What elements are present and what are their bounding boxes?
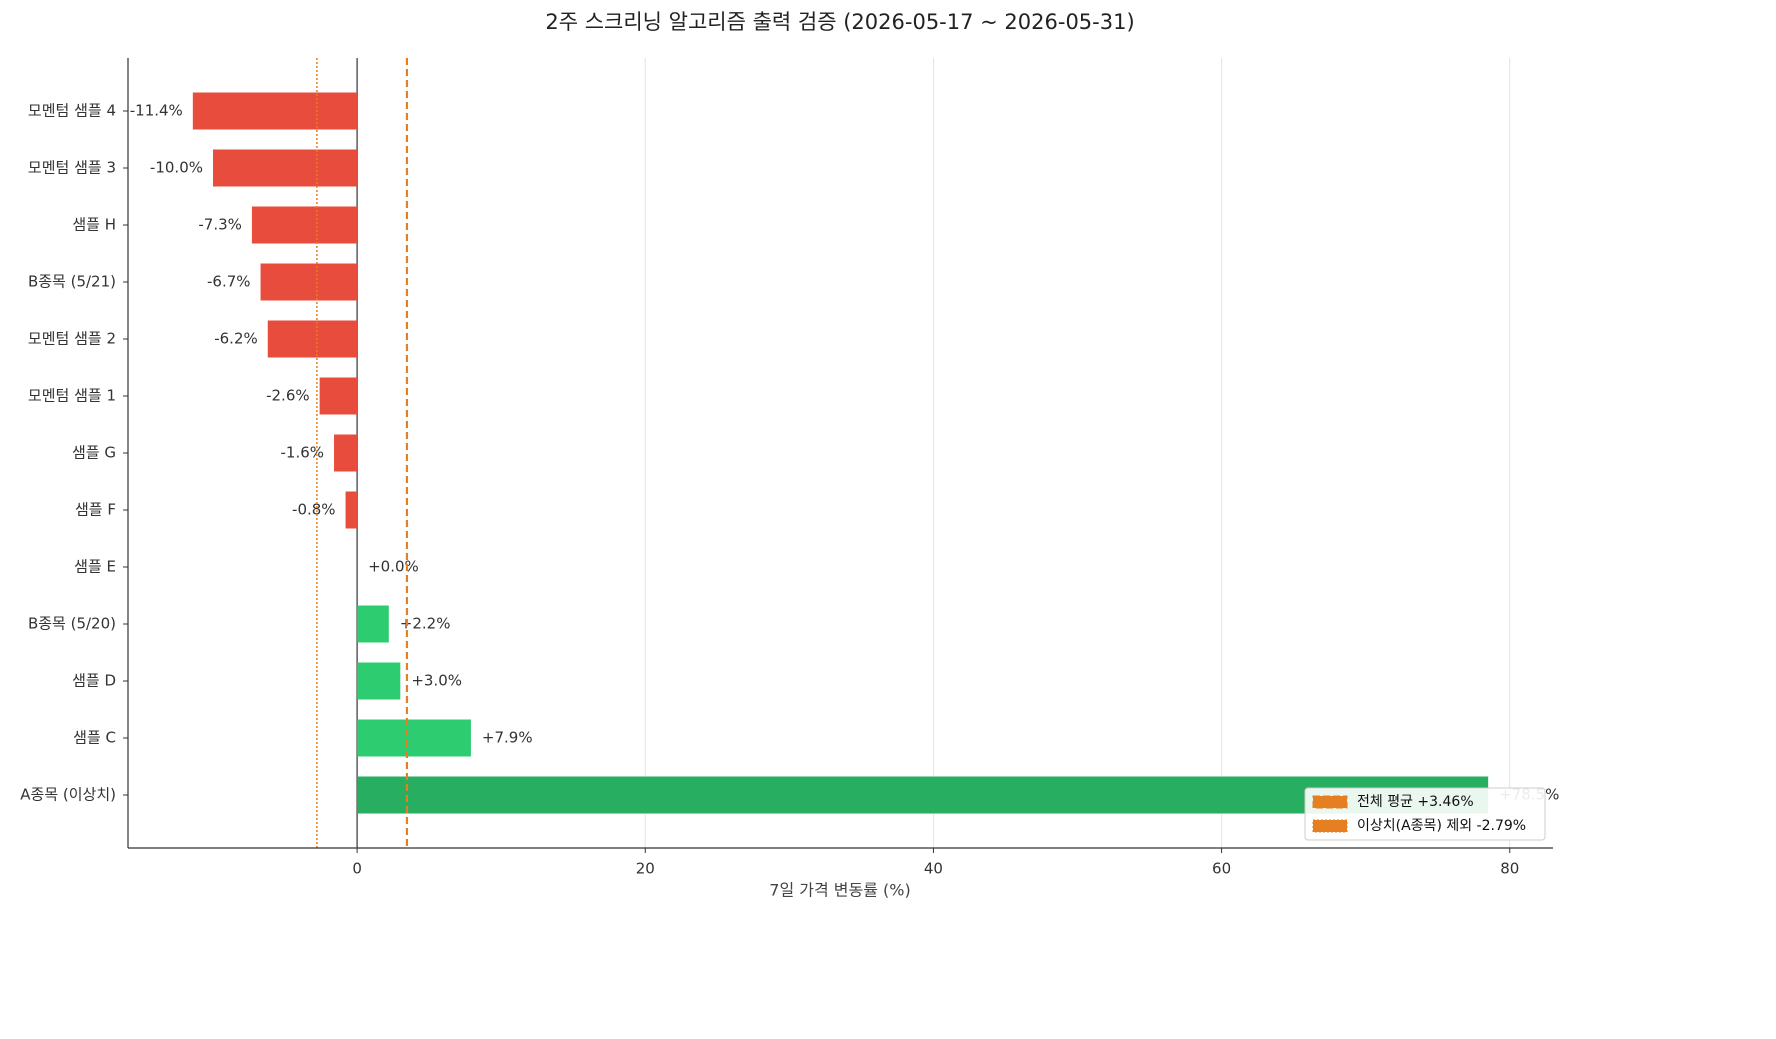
value-label: +3.0% xyxy=(411,672,462,690)
value-label: -1.6% xyxy=(281,444,325,462)
y-tick-label: 샘플 E xyxy=(74,558,116,576)
value-label: +2.2% xyxy=(400,615,451,633)
y-tick-label: 샘플 C xyxy=(73,729,116,747)
bar xyxy=(357,776,1489,814)
value-label: -11.4% xyxy=(130,102,183,120)
bar xyxy=(334,434,358,472)
legend-label: 이상치(A종목) 제외 -2.79% xyxy=(1357,818,1526,834)
y-tick-label: B종목 (5/20) xyxy=(28,615,116,633)
bar xyxy=(260,263,358,301)
bar xyxy=(345,491,358,529)
value-label: +0.0% xyxy=(368,558,419,576)
legend-box xyxy=(1304,787,1546,841)
x-tick-label: 0 xyxy=(352,860,362,878)
bar xyxy=(251,206,358,244)
y-tick-label: A종목 (이상치) xyxy=(20,786,116,804)
value-label: -2.6% xyxy=(266,387,310,405)
y-tick-label: 샘플 F xyxy=(75,501,116,519)
bar xyxy=(213,149,358,187)
legend-label: 전체 평균 +3.46% xyxy=(1357,794,1474,810)
x-tick-label: 60 xyxy=(1212,860,1231,878)
legend-swatch xyxy=(1312,819,1348,833)
bar xyxy=(319,377,358,415)
y-tick-label: 모멘텀 샘플 3 xyxy=(28,159,116,177)
y-tick-label: 모멘텀 샘플 2 xyxy=(28,330,116,348)
x-tick-label: 20 xyxy=(636,860,655,878)
bar xyxy=(357,662,401,700)
x-tick-label: 40 xyxy=(924,860,943,878)
bar xyxy=(357,605,389,643)
chart-title: 2주 스크리닝 알고리즘 출력 검증 (2026-05-17 ~ 2026-05… xyxy=(545,10,1134,34)
y-tick-label: 샘플 G xyxy=(72,444,116,462)
x-tick-label: 80 xyxy=(1500,860,1519,878)
x-axis-label: 7일 가격 변동률 (%) xyxy=(769,881,910,900)
y-tick-label: 샘플 D xyxy=(72,672,116,690)
bar xyxy=(267,320,358,358)
y-tick-label: B종목 (5/21) xyxy=(28,273,116,291)
value-label: -10.0% xyxy=(150,159,203,177)
y-tick-label: 샘플 H xyxy=(72,216,116,234)
y-tick-label: 모멘텀 샘플 4 xyxy=(28,102,116,120)
value-label: -7.3% xyxy=(198,216,242,234)
y-tick-label: 모멘텀 샘플 1 xyxy=(28,387,116,405)
value-label: -6.7% xyxy=(207,273,251,291)
value-label: -6.2% xyxy=(214,330,258,348)
value-label: +7.9% xyxy=(482,729,533,747)
legend-swatch xyxy=(1312,795,1348,809)
value-label: -0.8% xyxy=(292,501,336,519)
bar xyxy=(192,92,358,130)
bar xyxy=(357,719,471,757)
